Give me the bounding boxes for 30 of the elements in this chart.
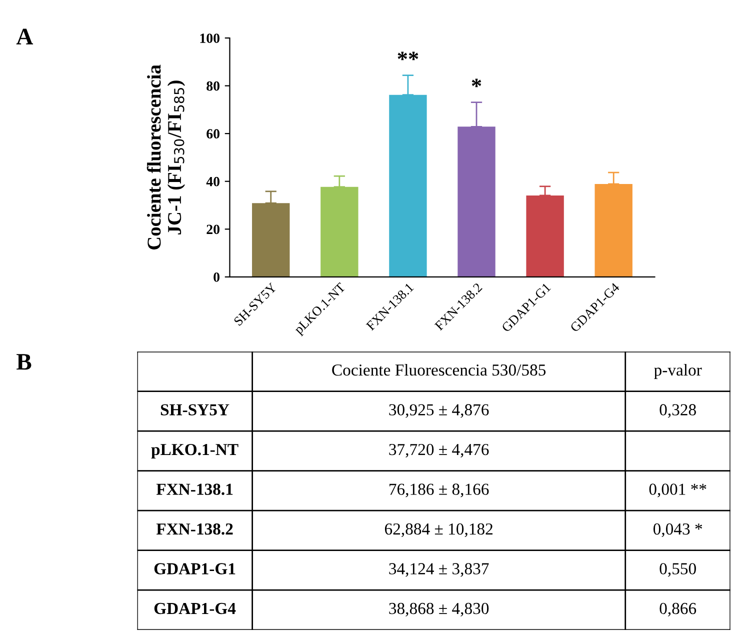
text: B [16,354,32,370]
category-label: GDAP1-G4 [154,602,236,614]
text: 76,186 ± 8,166 [390,484,489,498]
text: Cociente Fluorescencia 530/585 [332,364,546,376]
annotation: * [472,78,482,88]
y-tick-label: 20 [206,224,220,234]
y-axis-title: Cociente fluorescencia JC-1 (FI$_{530}$/FI$_{585}$) [146,64,186,250]
text: 38,868 ± 4,830 [389,602,489,617]
category-label: FXN-138.2 [156,523,233,535]
text: 0,328 [660,404,696,418]
text: 0,043 * [653,523,702,538]
y-tick-label: 100 [200,34,220,43]
annotation: ** [398,52,418,60]
category-label: FXN-138.1 [156,484,233,495]
text: A [16,28,34,44]
y-tick-label: 80 [206,81,220,91]
category-label: SH-SY5Y [160,404,230,416]
y-tick-label: 60 [206,129,220,139]
text: 0,550 [660,563,696,577]
text: 0,001 ** [649,484,706,498]
text: 34,124 ± 3,837 [389,563,489,577]
text: 62,884 ± 10,182 [384,523,492,538]
category-label: pLKO.1-NT [151,444,238,459]
text: 30,925 ± 4,876 [389,404,489,418]
text: 0,866 [660,602,696,617]
text: p-valor [654,364,702,380]
text: 37,720 ± 4,476 [389,444,489,458]
y-tick-label: 0 [214,272,220,282]
y-tick-label: 40 [206,176,220,186]
category-label: GDAP1-G1 [154,563,236,574]
